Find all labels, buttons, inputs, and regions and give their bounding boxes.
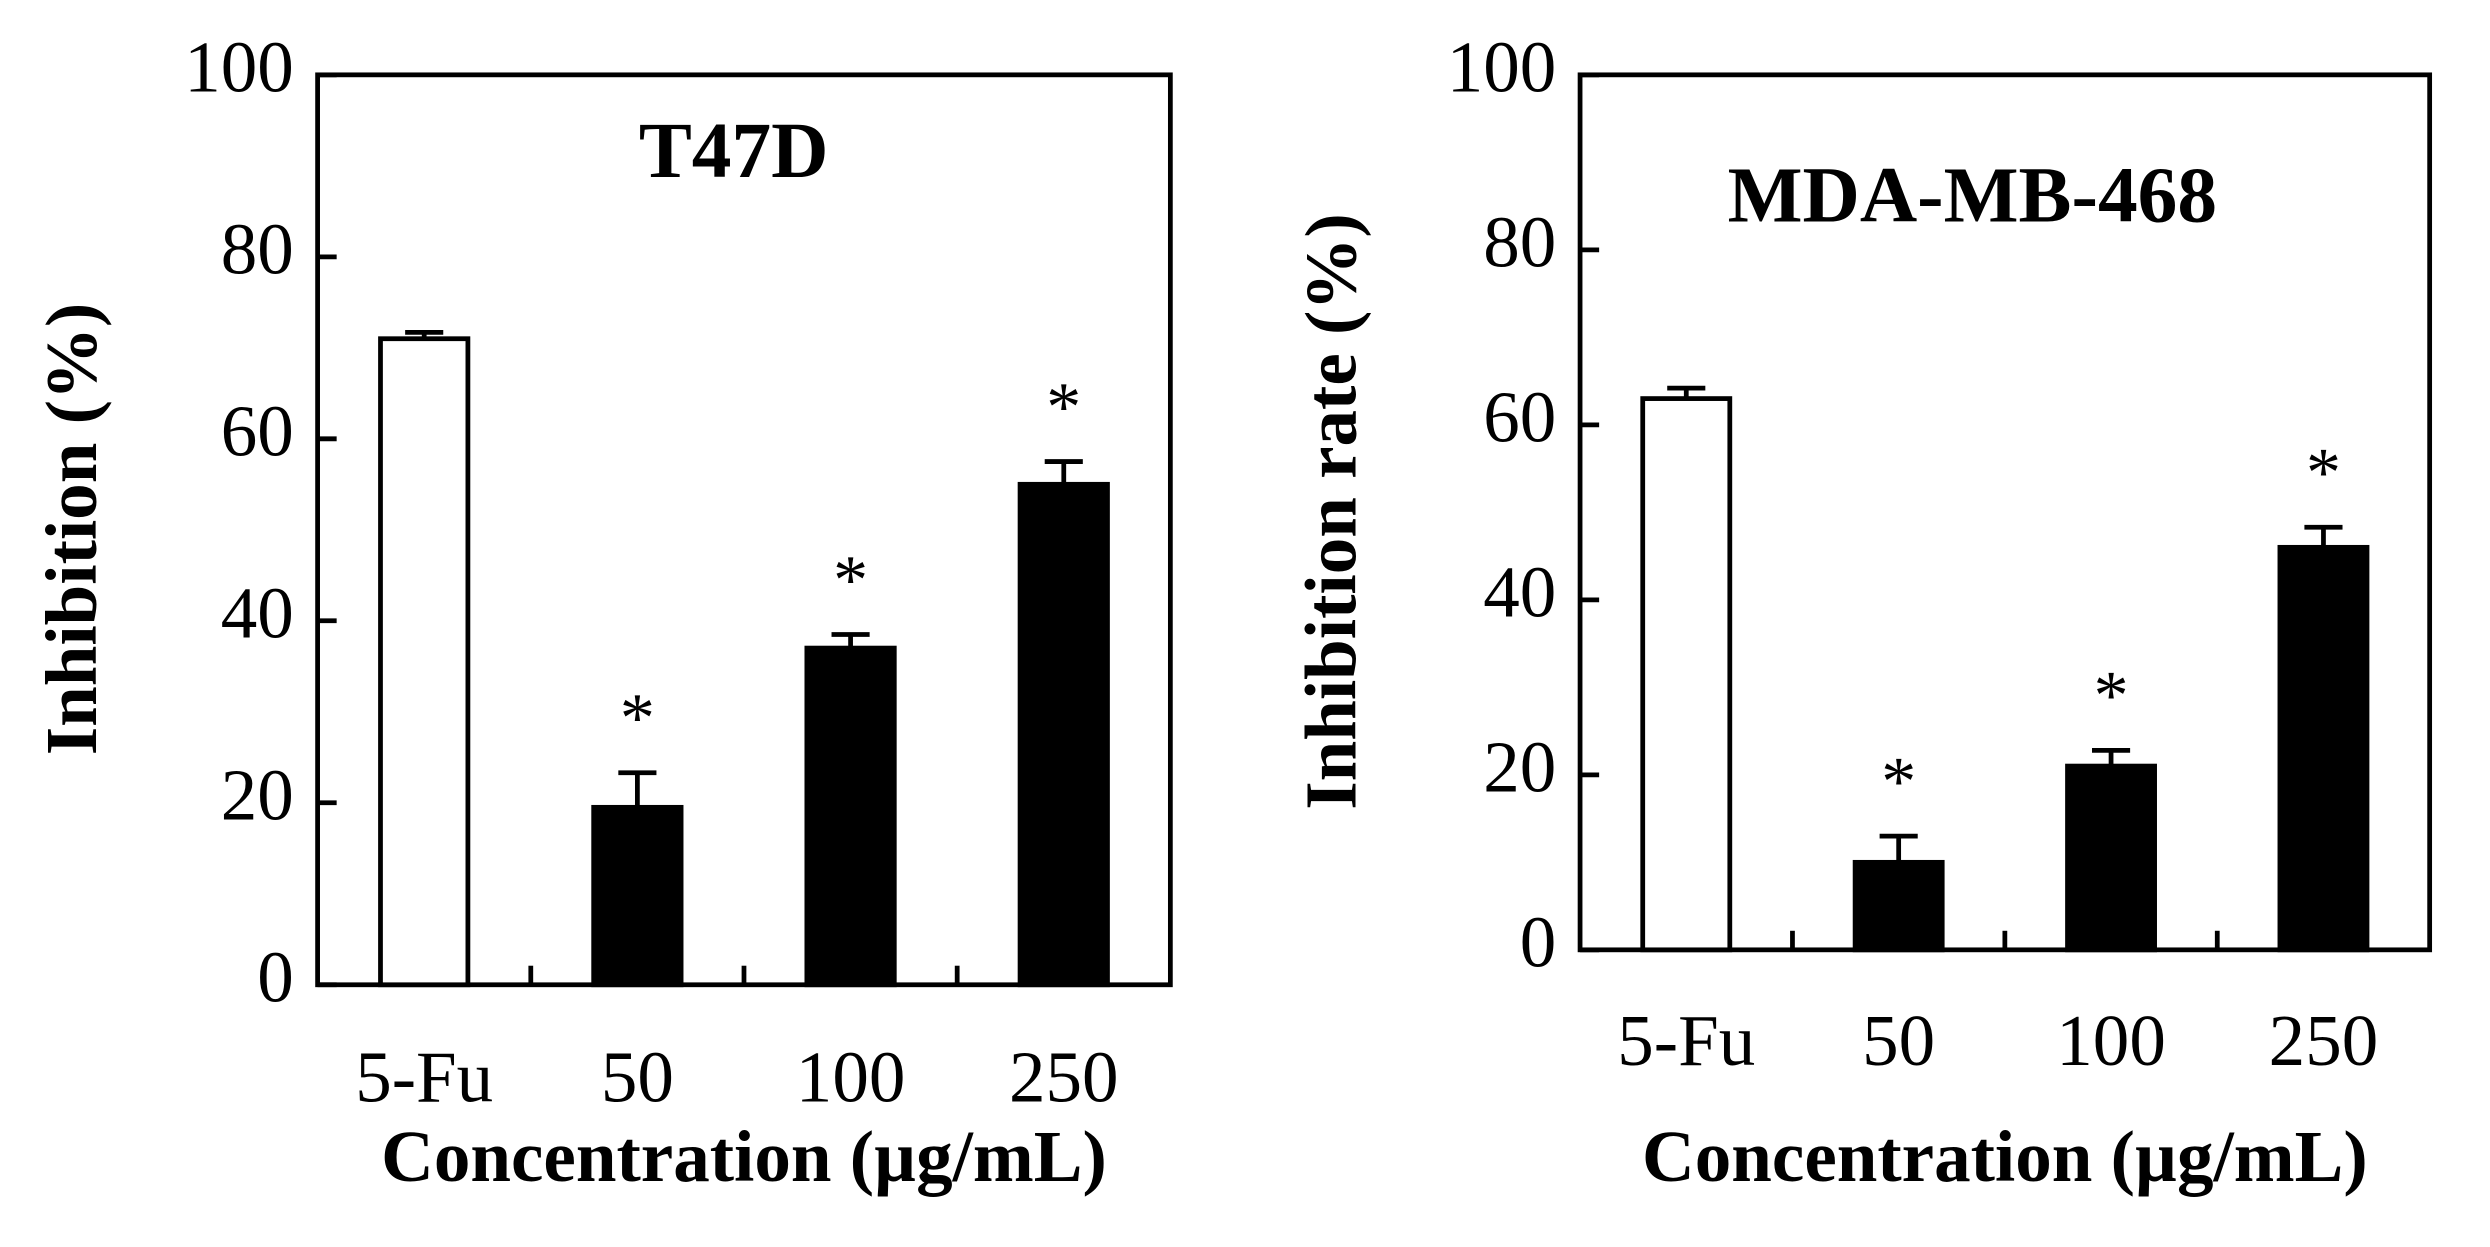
- x-axis-title: Concentration (µg/mL): [381, 1116, 1107, 1197]
- x-tick-label: 50: [1862, 1000, 1935, 1081]
- chart-title: T47D: [639, 107, 829, 195]
- y-axis-title: Inhibition (%): [31, 303, 112, 756]
- y-tick-label: 40: [221, 573, 294, 654]
- y-tick-label: 20: [1483, 727, 1556, 808]
- significance-mark: *: [620, 680, 655, 757]
- bar: [591, 804, 684, 988]
- bar: [1017, 481, 1110, 988]
- x-tick-label: 100: [2056, 1000, 2166, 1081]
- x-tick-label: 5-Fu: [1617, 1000, 1755, 1081]
- bar: [1852, 859, 1945, 953]
- bar: [804, 645, 897, 988]
- y-tick-label: 20: [221, 755, 294, 836]
- y-tick-label: 80: [221, 209, 294, 290]
- significance-mark: *: [2306, 435, 2341, 512]
- chart-title: MDA-MB-468: [1728, 152, 2217, 240]
- significance-mark: *: [1881, 743, 1916, 820]
- x-tick-label: 250: [1009, 1037, 1119, 1118]
- y-tick-label: 100: [1447, 27, 1557, 108]
- x-tick-label: 50: [601, 1037, 674, 1118]
- x-tick-label: 250: [2269, 1000, 2379, 1081]
- bar: [2065, 763, 2157, 953]
- y-tick-label: 0: [1520, 902, 1557, 983]
- bar: [2277, 544, 2370, 953]
- x-tick-label: 100: [796, 1037, 906, 1118]
- significance-mark: *: [2094, 658, 2129, 735]
- y-tick-label: 40: [1483, 552, 1556, 633]
- bar: [378, 336, 471, 988]
- significance-mark: *: [833, 542, 868, 619]
- bar: [1640, 396, 1733, 953]
- y-tick-label: 60: [1483, 377, 1556, 458]
- y-tick-label: 100: [184, 27, 294, 108]
- x-axis-title: Concentration (µg/mL): [1642, 1116, 2368, 1197]
- x-tick-label: 5-Fu: [355, 1037, 493, 1118]
- y-tick-label: 60: [221, 391, 294, 472]
- y-tick-label: 0: [257, 937, 294, 1018]
- y-tick-label: 80: [1483, 202, 1556, 283]
- y-axis-title: Inhibition rate (%): [1290, 213, 1371, 809]
- significance-mark: *: [1046, 369, 1081, 446]
